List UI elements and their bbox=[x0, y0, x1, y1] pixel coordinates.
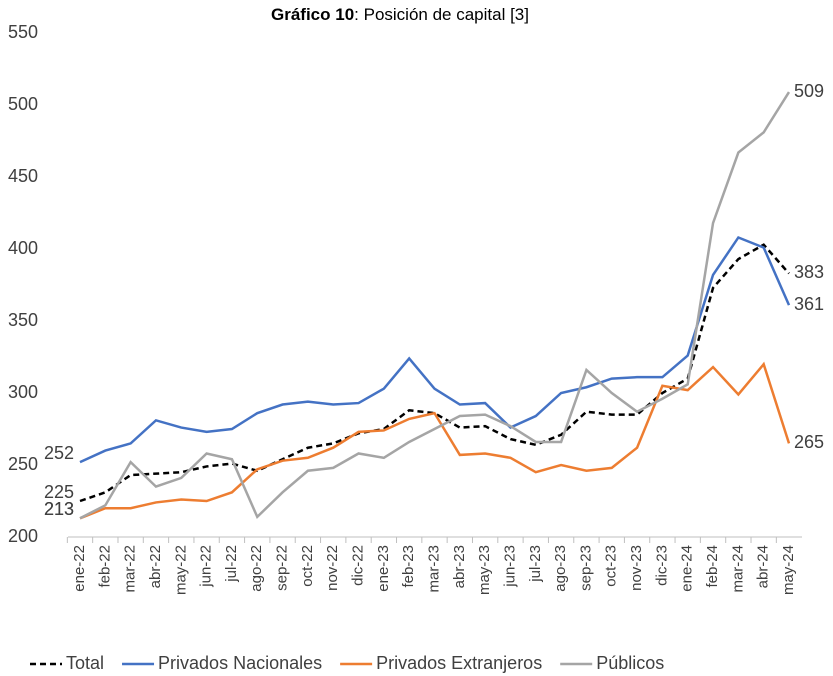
x-tick-label: abr-22 bbox=[147, 545, 164, 588]
x-tick-label: mar-23 bbox=[425, 545, 442, 593]
data-label: 265 bbox=[794, 432, 824, 452]
y-tick-label: 450 bbox=[8, 166, 38, 186]
x-tick-label: sep-22 bbox=[274, 545, 291, 591]
x-tick-label: abr-23 bbox=[451, 545, 468, 588]
x-tick-label: oct-23 bbox=[603, 545, 620, 587]
series-line bbox=[79, 235, 791, 464]
x-tick-label: sep-23 bbox=[577, 545, 594, 591]
y-tick-label: 300 bbox=[8, 382, 38, 402]
y-tick-label: 250 bbox=[8, 454, 38, 474]
x-tick-label: dic-23 bbox=[653, 545, 670, 586]
x-tick-label: oct-22 bbox=[299, 545, 316, 587]
x-tick-label: may-22 bbox=[172, 545, 189, 595]
x-tick-label: nov-22 bbox=[324, 545, 341, 591]
title-rest: : Posición de capital [3] bbox=[354, 5, 529, 24]
x-tick-label: may-23 bbox=[476, 545, 493, 595]
y-tick-label: 400 bbox=[8, 238, 38, 258]
x-tick-label: jun-23 bbox=[501, 545, 518, 588]
x-tick-label: abr-24 bbox=[755, 545, 772, 588]
x-tick-label: mar-22 bbox=[122, 545, 139, 593]
data-label: 509 bbox=[794, 81, 824, 101]
x-tick-label: feb-22 bbox=[96, 545, 113, 588]
series-line bbox=[79, 91, 791, 520]
x-tick-label: ago-22 bbox=[248, 545, 265, 592]
y-tick-label: 200 bbox=[8, 526, 38, 546]
legend-label: Públicos bbox=[596, 653, 664, 673]
x-tick-label: ago-23 bbox=[552, 545, 569, 592]
data-label: 361 bbox=[794, 294, 824, 314]
data-label: 213 bbox=[44, 499, 74, 519]
x-tick-label: dic-22 bbox=[350, 545, 367, 586]
title-lead: Gráfico 10 bbox=[271, 5, 354, 24]
x-tick-label: ene-23 bbox=[375, 545, 392, 592]
y-tick-label: 550 bbox=[8, 22, 38, 42]
x-tick-label: ene-22 bbox=[71, 545, 88, 592]
x-tick-label: feb-24 bbox=[704, 545, 721, 588]
series-line bbox=[79, 243, 790, 503]
y-tick-label: 500 bbox=[8, 94, 38, 114]
series-line bbox=[79, 361, 791, 520]
y-tick-label: 350 bbox=[8, 310, 38, 330]
data-label: 213 bbox=[44, 499, 74, 519]
legend-label: Privados Extranjeros bbox=[376, 653, 542, 673]
legend-label: Privados Nacionales bbox=[158, 653, 322, 673]
x-tick-label: ene-24 bbox=[679, 545, 696, 592]
x-tick-label: mar-24 bbox=[729, 545, 746, 593]
x-tick-label: feb-23 bbox=[400, 545, 417, 588]
chart-title: Gráfico 10: Posición de capital [3] bbox=[271, 5, 529, 24]
x-tick-label: may-24 bbox=[780, 545, 797, 595]
x-tick-label: jul-22 bbox=[223, 545, 240, 583]
x-tick-label: jul-23 bbox=[527, 545, 544, 583]
data-label: 252 bbox=[44, 443, 74, 463]
x-tick-label: nov-23 bbox=[628, 545, 645, 591]
x-tick-label: jun-22 bbox=[198, 545, 215, 588]
data-label: 225 bbox=[44, 482, 74, 502]
legend-label: Total bbox=[66, 653, 104, 673]
data-label: 383 bbox=[794, 262, 824, 282]
